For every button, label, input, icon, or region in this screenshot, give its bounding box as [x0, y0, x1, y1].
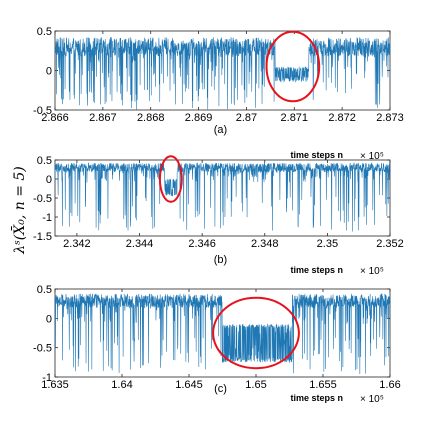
y-tick-label: -1 [42, 212, 52, 224]
x-tick-label: 2.872 [328, 112, 356, 124]
series-line [54, 162, 391, 232]
x-tick-label: 1.645 [175, 379, 203, 391]
y-tick-label: -1.5 [33, 231, 52, 243]
panel-a: 2.866 2.867 2.868 2.869 2.87 2.871 2.872 2.873 0… [33, 26, 404, 162]
x-tick-label: 2.348 [251, 238, 279, 250]
y-tick-label: -0.5 [33, 193, 52, 205]
x-tick-label: 2.869 [185, 112, 213, 124]
x-tick-label: 2.866 [41, 112, 69, 124]
x-axis-label: time steps n [290, 393, 343, 403]
highlight-ellipse [158, 155, 183, 203]
x-axis-label: time steps n [290, 150, 343, 160]
x-tick-label: 2.344 [126, 238, 154, 250]
series-line [54, 293, 391, 374]
x-tick-label: 1.655 [309, 379, 337, 391]
x-axis-multiplier: × 10⁵ [360, 151, 384, 162]
y-tick-label: 0 [46, 313, 52, 325]
y-tick-label: -1 [42, 372, 52, 384]
plot-frame [54, 288, 391, 378]
x-tick-label: 2.346 [188, 238, 216, 250]
x-tick-label: 2.868 [137, 112, 165, 124]
subplot-label: (a) [214, 124, 227, 136]
x-axis-multiplier: × 10⁵ [360, 394, 384, 405]
x-tick-label: 1.635 [41, 379, 69, 391]
x-axis-label: time steps n [290, 265, 343, 275]
x-tick-label: 1.66 [379, 379, 400, 391]
shared-y-axis-label: λˢ(X̄₀, n = 5) [10, 166, 28, 255]
x-tick-label: 2.867 [89, 112, 117, 124]
x-tick-label: 1.64 [111, 379, 132, 391]
highlight-ellipse [265, 30, 321, 103]
y-tick-label: 0.5 [37, 284, 52, 296]
highlight-ellipse [212, 296, 300, 370]
y-tick-label: -0.5 [33, 343, 52, 355]
y-tick-label: 0 [46, 174, 52, 186]
x-tick-label: 2.35 [317, 238, 338, 250]
x-tick-label: 2.87 [236, 112, 257, 124]
panel-b: 2.342 2.344 2.346 2.348 2.35 2.352 0.5 0 -0.5 -1 -… [33, 155, 404, 277]
x-tick-label: 2.873 [376, 112, 404, 124]
x-tick-label: 2.342 [63, 238, 91, 250]
x-tick-label: 1.65 [245, 379, 266, 391]
x-tick-label: 2.352 [376, 238, 404, 250]
y-tick-label: 0.5 [37, 26, 52, 38]
series-line [54, 36, 391, 110]
y-tick-label: 0.5 [37, 155, 52, 167]
subplot-label: (b) [214, 254, 227, 266]
subplot-label: (c) [214, 383, 227, 395]
x-axis-multiplier: × 10⁵ [360, 266, 384, 277]
y-tick-label: -0.5 [33, 105, 52, 117]
y-tick-label: 0 [46, 66, 52, 78]
panel-c: 1.635 1.64 1.645 1.65 1.655 1.66 0.5 0 -0.5 -1 (c)… [33, 284, 401, 405]
x-tick-label: 2.871 [281, 112, 309, 124]
